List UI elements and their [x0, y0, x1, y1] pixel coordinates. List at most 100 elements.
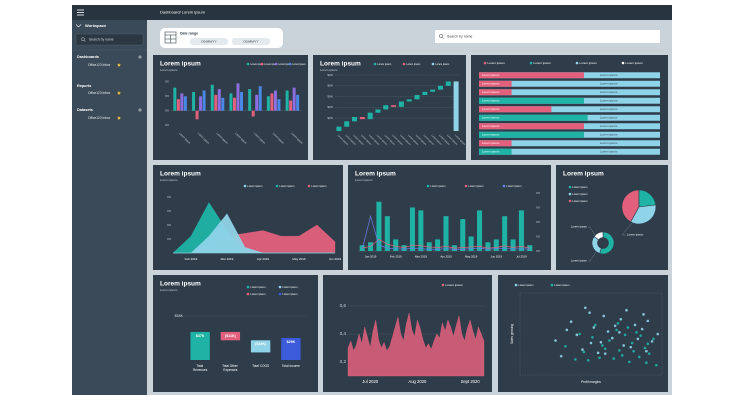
- bar: [384, 216, 390, 251]
- section-item[interactable]: Office123 Inbox: [88, 91, 111, 95]
- panel: [498, 275, 668, 392]
- y-tick-label: XX: [167, 223, 171, 227]
- y-tick-label: XX: [536, 234, 540, 238]
- point: [589, 341, 593, 345]
- section-title[interactable]: Reports: [77, 84, 91, 88]
- point: [625, 308, 628, 312]
- y-tick-label: XX: [536, 249, 540, 253]
- date-field[interactable]: [190, 38, 228, 45]
- bar: [393, 239, 399, 251]
- search-box[interactable]: [435, 30, 660, 43]
- row-value-label: Lorem ipsum: [600, 73, 618, 77]
- row-value-label: Lorem ipsum: [600, 141, 618, 145]
- bar: [336, 126, 342, 131]
- y-tick-label: XX: [167, 237, 171, 241]
- x-tick-label: Jun 2019: [491, 255, 503, 259]
- donut-label: Lorem ipsum: [571, 259, 588, 263]
- bar: [479, 123, 584, 130]
- x-tick-label: Lorem ipsum: [384, 134, 396, 146]
- star-icon[interactable]: [117, 63, 121, 67]
- row-value-label: Lorem ipsum: [600, 133, 618, 137]
- bar: [277, 99, 281, 111]
- bar: [479, 114, 588, 121]
- top-bar: [72, 5, 672, 20]
- date-field[interactable]: [232, 38, 270, 45]
- legend-swatch: [568, 192, 572, 196]
- x-tick-label: Lorem ipsum: [407, 134, 419, 146]
- legend-label: Lorem ipsum: [579, 61, 597, 65]
- x-tick-label: Apr 2019: [257, 257, 270, 261]
- y-tick-label: XX: [165, 94, 169, 98]
- area: [347, 312, 485, 377]
- bar: [479, 89, 512, 96]
- bar-track: [479, 140, 660, 147]
- bar: [453, 81, 459, 131]
- section-item[interactable]: Office123 Inbox: [88, 116, 111, 120]
- chevron[interactable]: [75, 24, 82, 28]
- bar: [240, 91, 243, 111]
- search-icon: [84, 40, 86, 42]
- point: [584, 306, 587, 310]
- bar: [510, 239, 516, 251]
- star-icon[interactable]: [117, 116, 121, 120]
- y-tick-label: XX: [165, 80, 169, 84]
- add-icon[interactable]: [138, 55, 142, 59]
- bar: [479, 80, 512, 87]
- bar: [285, 90, 289, 111]
- bar: [250, 340, 271, 353]
- section-title[interactable]: Datasets: [77, 108, 93, 112]
- point: [655, 363, 658, 367]
- bar: [192, 91, 196, 111]
- bar: [479, 148, 512, 155]
- x-tick-label: Lorem ipsum: [454, 134, 466, 146]
- legend-swatch: [260, 62, 264, 66]
- legend-label: Lorem ipsum: [572, 185, 587, 189]
- bar-track: [479, 80, 660, 87]
- x-tick-label: Feb 2019: [390, 255, 402, 259]
- x-tick-label: Lorem ipsum: [337, 134, 349, 146]
- legend-label: Lorem ipsum: [533, 61, 551, 65]
- search-text: Search by name: [447, 35, 473, 39]
- add-icon[interactable]: [138, 108, 142, 112]
- star-icon[interactable]: [117, 91, 121, 95]
- legend-label: Lorem ipsum: [250, 63, 263, 66]
- menu-icon[interactable]: [77, 9, 84, 16]
- value-label: $37K: [196, 334, 205, 338]
- row-label: Lorem ipsum: [482, 133, 500, 137]
- point: [633, 323, 637, 327]
- bar: [270, 93, 274, 111]
- point: [554, 339, 557, 342]
- x-tick-label: Lorem ipsum: [399, 134, 411, 146]
- point: [603, 347, 607, 351]
- point: [612, 357, 616, 360]
- bar: [190, 331, 210, 360]
- line: [361, 214, 530, 250]
- date-from: DD/MM/YY: [202, 39, 217, 43]
- point: [620, 354, 624, 357]
- y-tick-label: 0,2: [340, 359, 347, 364]
- workspace-label: Workspace: [85, 23, 107, 28]
- point: [619, 317, 623, 321]
- point: [592, 326, 596, 329]
- y-tick-label: 0,6: [340, 303, 347, 308]
- panel-subtitle: Lorem ipsum: [160, 68, 178, 72]
- point: [586, 358, 590, 362]
- legend-label: Lorem ipsum: [506, 184, 521, 188]
- point: [588, 311, 591, 314]
- point: [639, 334, 642, 337]
- legend-label: Lorem ipsum: [518, 283, 533, 287]
- legend-label: Lorem ipsum: [445, 283, 463, 287]
- point: [652, 337, 655, 341]
- legend-label: Lorem ipsum: [572, 192, 587, 196]
- legend-label: Lorem ipsum: [247, 184, 262, 188]
- sidebar-search[interactable]: [75, 33, 144, 46]
- bar: [281, 338, 301, 360]
- legend-label: Lorem ipsum: [406, 63, 420, 66]
- section-title[interactable]: Dashboards: [77, 55, 99, 59]
- panel-title: Lorem ipsum: [563, 171, 604, 178]
- point: [626, 326, 630, 329]
- section-item[interactable]: Office123 Inbox: [88, 63, 111, 67]
- x-tick-label: Total Other Expenses: [222, 364, 239, 372]
- row-label: Lorem ipsum: [482, 150, 500, 154]
